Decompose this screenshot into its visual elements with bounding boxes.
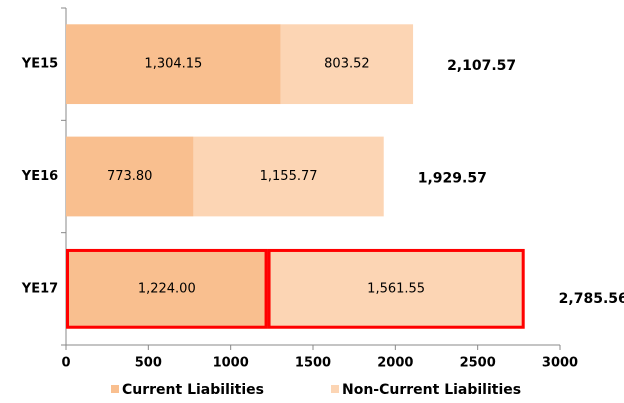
- bar-segment: [193, 136, 384, 217]
- total-label: 2,785.56: [559, 291, 624, 307]
- value-label: 1,155.77: [260, 169, 318, 184]
- legend-label: Non-Current Liabilities: [342, 382, 521, 398]
- y-tick-label: YE15: [21, 57, 58, 72]
- x-tick-label: 2000: [377, 356, 413, 371]
- x-tick-label: 3000: [542, 356, 578, 371]
- value-label: 1,224.00: [138, 281, 196, 296]
- total-label: 1,929.57: [418, 171, 487, 187]
- bar-segment: [280, 24, 414, 105]
- y-tick-label: YE16: [21, 169, 58, 184]
- highlight-box: [267, 248, 525, 329]
- bar-segment: [66, 136, 194, 217]
- bar-segment: [66, 24, 281, 105]
- value-label: 803.52: [324, 57, 370, 72]
- x-tick-label: 1000: [213, 356, 249, 371]
- total-label: 2,107.57: [447, 58, 516, 74]
- bar-segment: [267, 248, 525, 329]
- x-tick-label: 2500: [460, 356, 496, 371]
- value-label: 1,561.55: [367, 281, 425, 296]
- value-label: 1,304.15: [144, 57, 202, 72]
- x-tick-label: 1500: [295, 356, 331, 371]
- bar-segment: [66, 248, 268, 329]
- legend-label: Current Liabilities: [122, 382, 264, 398]
- highlight-box: [66, 248, 268, 329]
- value-label: 773.80: [107, 169, 153, 184]
- x-tick-label: 0: [61, 356, 70, 371]
- x-tick-label: 500: [135, 356, 162, 371]
- legend-swatch: [331, 385, 339, 393]
- legend-swatch: [111, 385, 119, 393]
- y-tick-label: YE17: [21, 281, 58, 296]
